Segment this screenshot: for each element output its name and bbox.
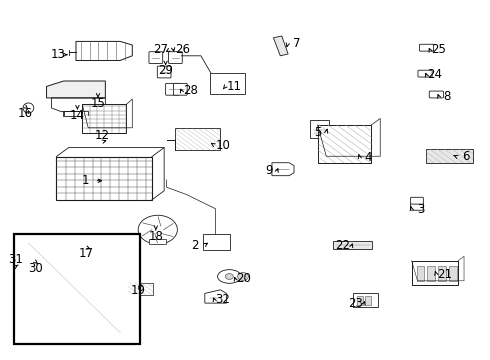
Text: 9: 9 [265, 164, 272, 177]
FancyBboxPatch shape [149, 52, 163, 63]
Ellipse shape [15, 256, 24, 264]
Text: 25: 25 [431, 43, 446, 56]
Text: 11: 11 [227, 80, 242, 93]
Circle shape [138, 215, 177, 244]
Bar [29, 319, 40, 330]
Text: 3: 3 [416, 203, 424, 216]
Bar [33, 263, 113, 315]
Text: 12: 12 [95, 129, 109, 142]
Bar [175, 128, 220, 150]
Text: 14: 14 [70, 109, 85, 122]
Bar [14, 234, 140, 344]
Bar [427, 266, 435, 281]
Text: 16: 16 [18, 107, 33, 120]
Bar [56, 157, 152, 200]
Text: 20: 20 [237, 273, 251, 285]
Bar [128, 283, 153, 295]
Bar [365, 296, 371, 305]
Bar [118, 319, 128, 330]
Ellipse shape [238, 273, 248, 280]
Text: 26: 26 [175, 43, 190, 56]
FancyBboxPatch shape [173, 84, 187, 95]
Text: 10: 10 [216, 139, 230, 152]
Ellipse shape [30, 261, 40, 270]
Ellipse shape [225, 274, 233, 279]
Text: 5: 5 [314, 126, 321, 139]
Bar [88, 319, 99, 330]
FancyBboxPatch shape [166, 84, 179, 95]
Bar [74, 319, 84, 330]
Bar [318, 125, 371, 163]
Bar [149, 239, 166, 244]
Text: 31: 31 [8, 253, 23, 266]
Bar [82, 104, 126, 133]
FancyBboxPatch shape [429, 91, 443, 98]
FancyBboxPatch shape [411, 197, 423, 204]
Bar [412, 261, 458, 285]
Bar [103, 319, 114, 330]
Bar [44, 319, 55, 330]
Text: 8: 8 [443, 90, 451, 103]
Text: 24: 24 [428, 68, 442, 81]
Bar [438, 266, 446, 281]
Text: 21: 21 [438, 268, 452, 281]
Text: 22: 22 [336, 239, 350, 252]
Text: 2: 2 [191, 239, 199, 252]
Polygon shape [273, 36, 288, 56]
Polygon shape [28, 238, 130, 333]
Text: 17: 17 [78, 247, 93, 260]
Text: 27: 27 [153, 43, 168, 56]
Bar [333, 241, 372, 249]
Bar [357, 296, 363, 305]
Text: 15: 15 [91, 97, 105, 110]
Ellipse shape [218, 270, 241, 283]
Bar [426, 149, 473, 163]
Text: 7: 7 [293, 37, 300, 50]
Text: 4: 4 [365, 151, 372, 164]
FancyBboxPatch shape [411, 203, 423, 210]
Text: 28: 28 [183, 84, 197, 97]
Text: 13: 13 [50, 48, 65, 61]
Bar [416, 266, 424, 281]
Ellipse shape [23, 103, 34, 113]
Polygon shape [47, 81, 105, 98]
Text: 30: 30 [28, 262, 43, 275]
Text: 18: 18 [148, 230, 163, 243]
Text: 6: 6 [462, 150, 469, 163]
Bar [63, 111, 90, 116]
Bar [449, 266, 457, 281]
Text: 1: 1 [82, 174, 90, 187]
Bar [59, 319, 70, 330]
Text: 19: 19 [131, 284, 146, 297]
FancyBboxPatch shape [418, 70, 432, 77]
Bar [210, 73, 245, 94]
Text: 23: 23 [348, 297, 363, 310]
Text: 32: 32 [216, 293, 230, 306]
FancyBboxPatch shape [169, 52, 182, 63]
FancyBboxPatch shape [419, 44, 434, 51]
Bar [310, 120, 329, 138]
Bar [353, 293, 378, 307]
Text: 29: 29 [158, 64, 173, 77]
FancyBboxPatch shape [157, 66, 171, 78]
Bar [203, 234, 230, 250]
